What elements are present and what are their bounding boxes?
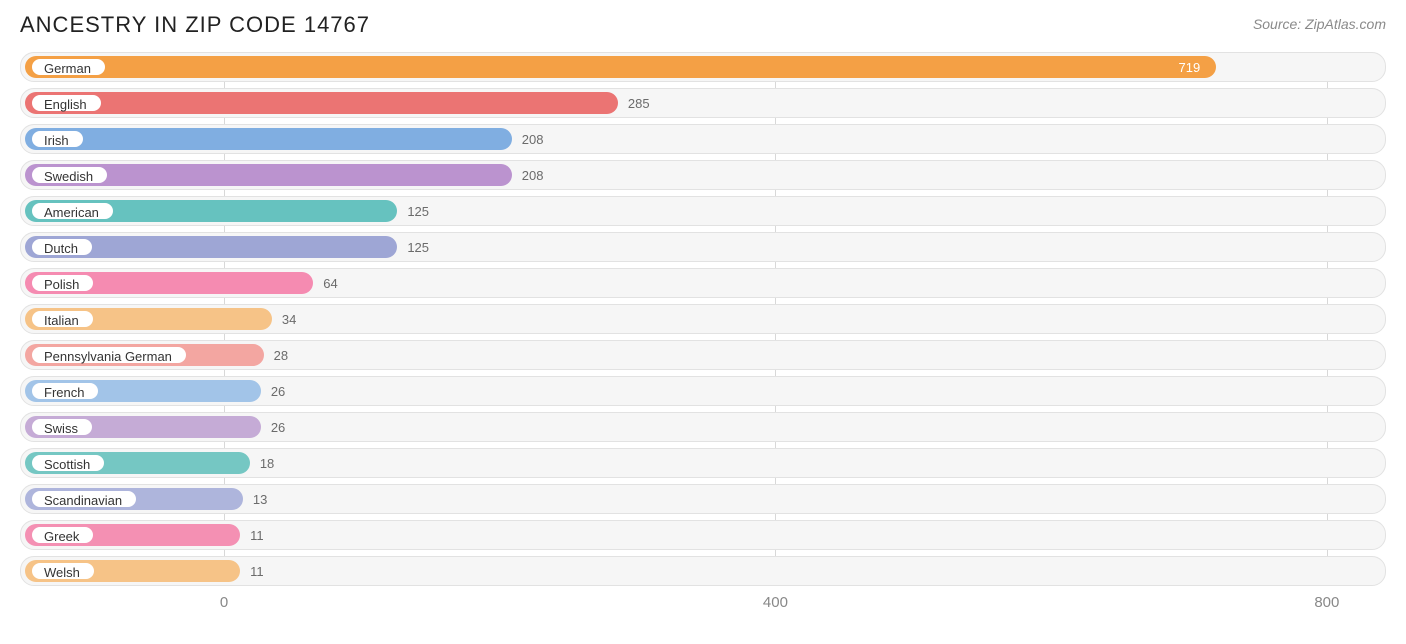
bar-row: Dutch 125 — [20, 232, 1386, 262]
bar-category-label: Irish — [30, 129, 85, 149]
bar-row: Greek 11 — [20, 520, 1386, 550]
bar-row: German 719 — [20, 52, 1386, 82]
chart-source: Source: ZipAtlas.com — [1253, 12, 1386, 32]
bar-category-label: Polish — [30, 273, 95, 293]
bar-row: French 26 — [20, 376, 1386, 406]
bar-row: Pennsylvania German 28 — [20, 340, 1386, 370]
bar-value-label: 28 — [274, 341, 288, 369]
bar-row: Scandinavian 13 — [20, 484, 1386, 514]
bar-category-label: Scandinavian — [30, 489, 138, 509]
bar-category-label: American — [30, 201, 115, 221]
bar-value-label: 34 — [282, 305, 296, 333]
bar-row: Polish 64 — [20, 268, 1386, 298]
bar-category-label: Swedish — [30, 165, 109, 185]
bar-row: English 285 — [20, 88, 1386, 118]
bar-row: Swedish 208 — [20, 160, 1386, 190]
bar — [25, 128, 512, 150]
bar-row: American 125 — [20, 196, 1386, 226]
bar — [25, 56, 1216, 78]
chart: German 719 English 285 Irish 208 Swedish 208 Ame… — [0, 38, 1406, 616]
bar-value-label: 18 — [260, 449, 274, 477]
bar-row: Swiss 26 — [20, 412, 1386, 442]
chart-header: ANCESTRY IN ZIP CODE 14767 Source: ZipAt… — [0, 0, 1406, 38]
bar-row: Irish 208 — [20, 124, 1386, 154]
bar-value-label: 208 — [522, 161, 544, 189]
x-axis-tick-label: 0 — [220, 594, 228, 611]
bar-category-label: Swiss — [30, 417, 94, 437]
bar — [25, 92, 618, 114]
chart-title: ANCESTRY IN ZIP CODE 14767 — [20, 12, 370, 38]
bar-value-label: 285 — [628, 89, 650, 117]
bar-category-label: Scottish — [30, 453, 106, 473]
x-axis-tick-label: 400 — [763, 594, 788, 611]
bar-category-label: Greek — [30, 525, 95, 545]
bar-row: Scottish 18 — [20, 448, 1386, 478]
bar-value-label: 64 — [323, 269, 337, 297]
bar-value-label: 13 — [253, 485, 267, 513]
bar-category-label: French — [30, 381, 100, 401]
x-axis-tick-label: 800 — [1314, 594, 1339, 611]
bar-value-label: 26 — [271, 377, 285, 405]
bar-value-label: 26 — [271, 413, 285, 441]
bar-category-label: English — [30, 93, 103, 113]
bar-category-label: Italian — [30, 309, 95, 329]
bar-value-label: 125 — [407, 197, 429, 225]
bar-row: Italian 34 — [20, 304, 1386, 334]
bar-value-label: 208 — [522, 125, 544, 153]
bar-category-label: Dutch — [30, 237, 94, 257]
bar-value-label: 11 — [250, 557, 264, 585]
chart-x-axis: 0 400 800 — [20, 592, 1386, 616]
bar-category-label: Welsh — [30, 561, 96, 581]
bar-category-label: German — [30, 57, 107, 77]
bar-value-label: 11 — [250, 521, 264, 549]
bar-category-label: Pennsylvania German — [30, 345, 188, 365]
bar-row: Welsh 11 — [20, 556, 1386, 586]
chart-plot-area: German 719 English 285 Irish 208 Swedish 208 Ame… — [20, 52, 1386, 586]
bar-value-label: 125 — [407, 233, 429, 261]
bar-value-label: 719 — [1179, 53, 1201, 81]
